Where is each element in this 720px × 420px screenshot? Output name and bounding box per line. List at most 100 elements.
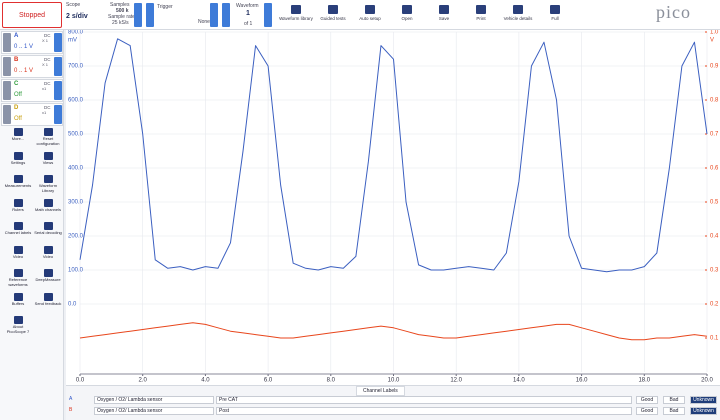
icon xyxy=(402,5,412,14)
icon xyxy=(13,292,23,301)
samples-label: Samples xyxy=(110,2,130,8)
range-down[interactable] xyxy=(3,57,11,76)
label-input[interactable]: Post xyxy=(216,407,632,415)
y2-tick-label: 0.2 xyxy=(710,302,719,308)
status-option[interactable]: Bad xyxy=(663,407,685,415)
channel-range[interactable]: Off xyxy=(14,116,22,122)
channel-range[interactable]: 0 .. 1 V xyxy=(14,68,34,74)
y2-tick-label: 0.4 xyxy=(710,234,719,240)
sensor-dropdown[interactable]: Oxygen / O2/ Lambda sensor xyxy=(94,396,214,404)
y2-tick-label: 0.6 xyxy=(710,166,719,172)
y-tick-label: 500.0 xyxy=(68,132,84,138)
channel-range[interactable]: Off xyxy=(14,92,22,98)
toolbar-button[interactable]: Guided tests xyxy=(315,1,351,29)
channel-box[interactable]: B DC X 1 0 .. 1 V xyxy=(1,55,63,78)
channel-box[interactable]: D DC x1 Off xyxy=(1,103,63,126)
x-tick-label: 12.0 xyxy=(450,378,462,384)
trigger-right[interactable] xyxy=(210,3,218,27)
tool-button[interactable]: Measurements xyxy=(3,174,33,197)
channel-labels-title[interactable]: Channel Labels xyxy=(356,386,405,396)
x-tick-label: 18.0 xyxy=(638,378,650,384)
channel-box[interactable]: C DC x1 Off xyxy=(1,79,63,102)
tool-button[interactable]: Channel labels xyxy=(3,221,33,244)
tool-button[interactable]: Reference waveforms xyxy=(3,268,33,291)
tool-button[interactable]: Video xyxy=(3,245,33,268)
timebase[interactable]: 2 s/div xyxy=(66,13,88,20)
toolbar-button[interactable]: Auto setup xyxy=(352,1,388,29)
status-option[interactable]: Unknown xyxy=(690,407,717,415)
y-tick-label: 700.0 xyxy=(68,64,84,70)
trigger-mode[interactable]: None xyxy=(198,19,210,25)
label-input[interactable]: Pre CAT xyxy=(216,396,632,404)
icon xyxy=(365,5,375,14)
x-tick-label: 2.0 xyxy=(139,378,148,384)
toolbar-button[interactable]: Full xyxy=(537,1,573,29)
icon xyxy=(550,5,560,14)
channel-range[interactable]: 0 .. 1 V xyxy=(14,44,34,50)
tool-button[interactable]: Waveform Library xyxy=(33,174,63,197)
range-down[interactable] xyxy=(3,33,11,52)
toolbar: Stopped Scope 2 s/div Samples 500 k Samp… xyxy=(0,0,720,30)
toolbar-button[interactable]: Waveform library xyxy=(278,1,314,29)
y2-tick-label: 0.1 xyxy=(710,336,719,342)
toolbar-button[interactable]: Open xyxy=(389,1,425,29)
sensor-dropdown[interactable]: Oxygen / O2/ Lambda sensor xyxy=(94,407,214,415)
channel-labels-panel: Channel Labels A Oxygen / O2/ Lambda sens… xyxy=(66,385,720,420)
status-option[interactable]: Good xyxy=(636,396,658,404)
icon xyxy=(513,5,523,14)
trigger-left[interactable] xyxy=(146,3,154,27)
channel-probe: x1 xyxy=(42,110,47,115)
channel-coupling: DC xyxy=(44,57,51,62)
tool-button[interactable]: Settings xyxy=(3,151,33,174)
range-down[interactable] xyxy=(3,81,11,100)
range-up[interactable] xyxy=(54,81,62,100)
y-tick-label: 100.0 xyxy=(68,268,84,274)
tool-button[interactable]: About PicoScope 7 xyxy=(3,315,33,338)
y2-tick-label: 0.8 xyxy=(710,98,719,104)
toolbar-button[interactable]: Save xyxy=(426,1,462,29)
range-up[interactable] xyxy=(54,57,62,76)
tool-button[interactable]: DeepMeasure xyxy=(33,268,63,291)
run-status-button[interactable]: Stopped xyxy=(2,2,62,28)
tool-button[interactable]: Send feedback xyxy=(33,292,63,315)
sample-rate: 25 kS/s xyxy=(112,20,129,26)
tool-button[interactable]: Rulers xyxy=(3,198,33,221)
y2-tick-label: 0.3 xyxy=(710,268,719,274)
range-up[interactable] xyxy=(54,105,62,124)
status-option[interactable]: Bad xyxy=(663,396,685,404)
tool-button[interactable]: Views xyxy=(33,151,63,174)
waveform-next[interactable] xyxy=(264,3,272,27)
tool-button[interactable]: Video xyxy=(33,245,63,268)
status-option[interactable]: Unknown xyxy=(690,396,717,404)
tool-button[interactable]: Serial decoding xyxy=(33,221,63,244)
channel-box[interactable]: A DC X 1 0 .. 1 V xyxy=(1,31,63,54)
waveform-prev[interactable] xyxy=(222,3,230,27)
tool-button[interactable]: Buffers xyxy=(3,292,33,315)
icon xyxy=(43,222,53,230)
toolbar-button[interactable]: Vehicle details xyxy=(500,1,536,29)
row-channel: A xyxy=(69,396,73,402)
tool-button[interactable]: More... xyxy=(3,127,33,150)
waveform-label: Waveform xyxy=(236,3,259,9)
channel-probe: x1 xyxy=(42,86,47,91)
tool-button[interactable]: Math channels xyxy=(33,198,63,221)
toolbar-button[interactable]: Print xyxy=(463,1,499,29)
tool-button[interactable]: Reset configuration xyxy=(33,127,63,150)
channel-probe: X 1 xyxy=(42,38,49,43)
channel-coupling: DC xyxy=(44,33,51,38)
channel-name: A xyxy=(14,33,19,39)
y-axis-unit: mV xyxy=(68,38,77,44)
x-tick-label: 8.0 xyxy=(327,378,336,384)
range-down[interactable] xyxy=(3,105,11,124)
x-tick-label: 20.0 xyxy=(701,378,713,384)
scope-stepper[interactable] xyxy=(134,3,142,27)
samples[interactable]: 500 k xyxy=(116,8,129,14)
x-tick-label: 6.0 xyxy=(264,378,273,384)
icon xyxy=(13,198,23,207)
status-option[interactable]: Good xyxy=(636,407,658,415)
range-up[interactable] xyxy=(54,33,62,52)
x-tick-label: 4.0 xyxy=(201,378,210,384)
logo: pico xyxy=(656,2,691,22)
icon xyxy=(476,5,486,14)
